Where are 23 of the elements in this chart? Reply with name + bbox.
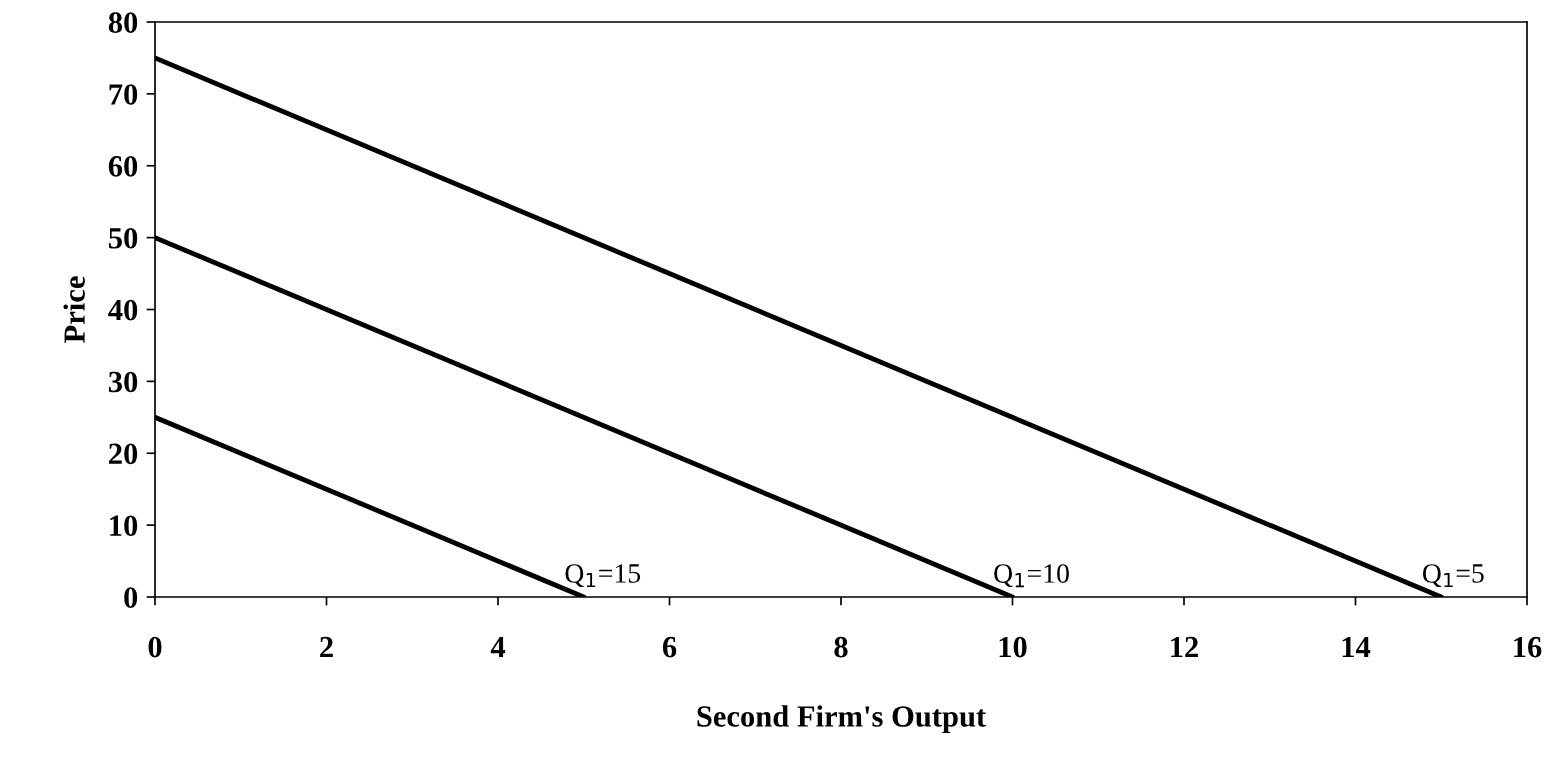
y-tick-label: 20 (109, 443, 138, 465)
annotation: Q$_{1}$=15 (565, 564, 641, 588)
x-tick-label: 0 (148, 636, 162, 658)
y-tick-label: 30 (108, 371, 138, 393)
y-tick-label: 80 (108, 12, 138, 33)
x-tick-label: 4 (490, 636, 506, 658)
x-tick-label: 12 (1171, 636, 1198, 658)
y-tick-label: 10 (110, 515, 138, 537)
y-tick-label: 40 (108, 299, 138, 321)
x-tick-label: 10 (999, 636, 1027, 658)
annotation: Q$_{1}$=10 (994, 564, 1069, 588)
x-tick-label: 16 (1514, 636, 1542, 658)
annotation: Q$_{1}$=5 (1422, 564, 1484, 588)
x-tick-label: 8 (834, 636, 848, 658)
x-tick-label: 6 (662, 636, 677, 658)
y-axis-title: Price (63, 276, 85, 343)
y-tick-label: 60 (108, 156, 138, 177)
y-tick-label: 70 (109, 84, 138, 105)
x-tick-label: 14 (1342, 636, 1371, 658)
x-tick-label: 2 (320, 636, 333, 658)
y-tick-label: 0 (124, 587, 138, 608)
x-axis-title: Second Firm's Output (697, 705, 987, 733)
y-tick-label: 50 (109, 227, 138, 249)
